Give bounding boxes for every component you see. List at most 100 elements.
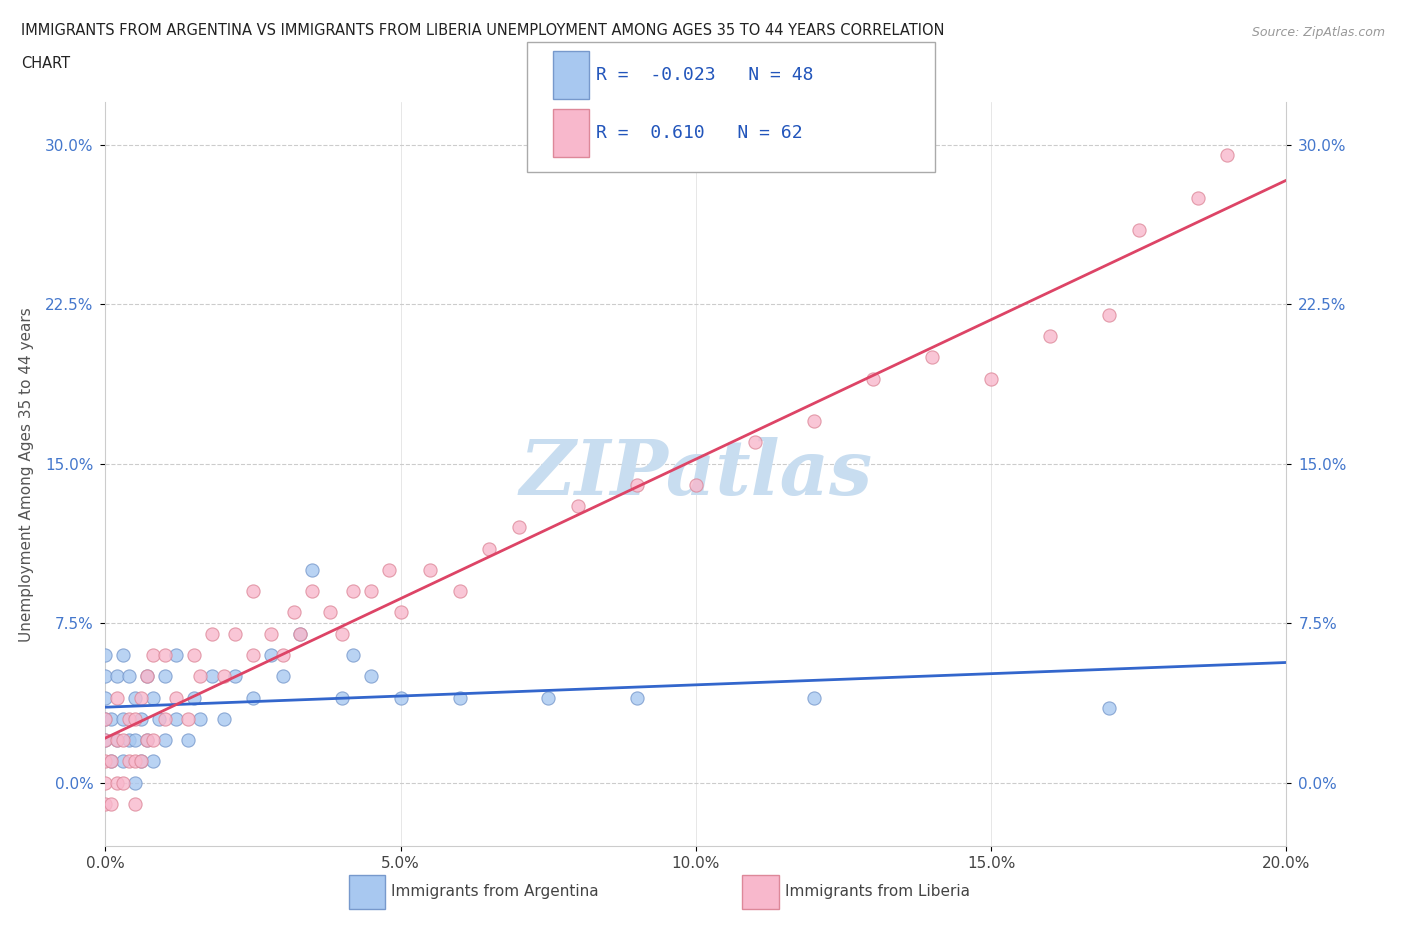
Point (94, 733, 117, 748)
Point (283, 605, 305, 620)
Point (177, 711, 200, 726)
Point (153, 711, 176, 726)
Text: Immigrants from Argentina: Immigrants from Argentina (391, 884, 599, 899)
Point (94, 690, 117, 705)
Point (165, 711, 187, 726)
Point (183, 647, 205, 662)
Point (118, 711, 141, 726)
Point (148, 711, 170, 726)
Point (100, 754, 122, 769)
Point (224, 669, 246, 684)
Point (360, 584, 382, 599)
Point (330, 626, 353, 641)
Y-axis label: Unemployment Among Ages 35 to 44 years: Unemployment Among Ages 35 to 44 years (20, 307, 34, 642)
Point (105, 669, 128, 684)
Point (135, 733, 157, 748)
Point (142, 647, 165, 662)
Point (478, 541, 501, 556)
Point (271, 647, 294, 662)
Point (301, 584, 323, 599)
Point (94, 733, 117, 748)
Point (100, 711, 122, 726)
Point (242, 584, 264, 599)
Point (319, 605, 342, 620)
Point (626, 477, 648, 492)
Point (135, 669, 157, 684)
Point (508, 520, 530, 535)
Text: CHART: CHART (21, 56, 70, 71)
Point (378, 563, 401, 578)
Point (94, 711, 117, 726)
Point (803, 414, 825, 429)
Point (94, 647, 117, 662)
Point (1216, 148, 1239, 163)
Point (94, 775, 117, 790)
Point (142, 754, 165, 769)
Point (94, 669, 117, 684)
Text: ZIPatlas: ZIPatlas (519, 437, 873, 512)
Point (105, 733, 128, 748)
Point (224, 626, 246, 641)
Point (537, 690, 560, 705)
Point (105, 733, 128, 748)
Point (142, 690, 165, 705)
Point (112, 647, 135, 662)
Point (112, 711, 135, 726)
Point (112, 733, 135, 748)
Text: Source: ZipAtlas.com: Source: ZipAtlas.com (1251, 26, 1385, 39)
Point (118, 669, 141, 684)
Point (124, 711, 146, 726)
Point (290, 626, 312, 641)
Point (330, 690, 353, 705)
Point (129, 754, 152, 769)
Point (129, 690, 152, 705)
Point (260, 626, 283, 641)
Point (105, 775, 128, 790)
Point (389, 690, 412, 705)
Point (744, 435, 766, 450)
Point (242, 647, 264, 662)
Point (567, 498, 589, 513)
Point (389, 605, 412, 620)
Point (129, 711, 152, 726)
Point (100, 754, 122, 769)
Point (94, 711, 117, 726)
Point (135, 669, 157, 684)
Point (94, 796, 117, 811)
Point (449, 584, 471, 599)
Point (201, 669, 224, 684)
Point (100, 796, 122, 811)
Point (124, 754, 146, 769)
Point (153, 669, 176, 684)
Point (188, 669, 211, 684)
Point (342, 584, 364, 599)
Point (921, 350, 943, 365)
Point (153, 647, 176, 662)
Point (980, 371, 1002, 386)
Point (124, 796, 146, 811)
Point (183, 690, 205, 705)
Point (1039, 328, 1062, 343)
Text: R =  0.610   N = 62: R = 0.610 N = 62 (596, 124, 803, 142)
Point (449, 690, 471, 705)
Point (94, 754, 117, 769)
Text: Immigrants from Liberia: Immigrants from Liberia (785, 884, 970, 899)
Point (124, 690, 146, 705)
Point (419, 563, 441, 578)
Point (177, 733, 200, 748)
Point (271, 669, 294, 684)
Point (112, 775, 135, 790)
Point (129, 754, 152, 769)
Point (165, 647, 187, 662)
Point (118, 733, 141, 748)
Point (124, 733, 146, 748)
Point (1098, 700, 1121, 715)
Point (201, 626, 224, 641)
Point (165, 690, 187, 705)
Point (188, 711, 211, 726)
Point (105, 690, 128, 705)
Point (301, 563, 323, 578)
Point (342, 647, 364, 662)
Point (862, 371, 884, 386)
Point (124, 775, 146, 790)
